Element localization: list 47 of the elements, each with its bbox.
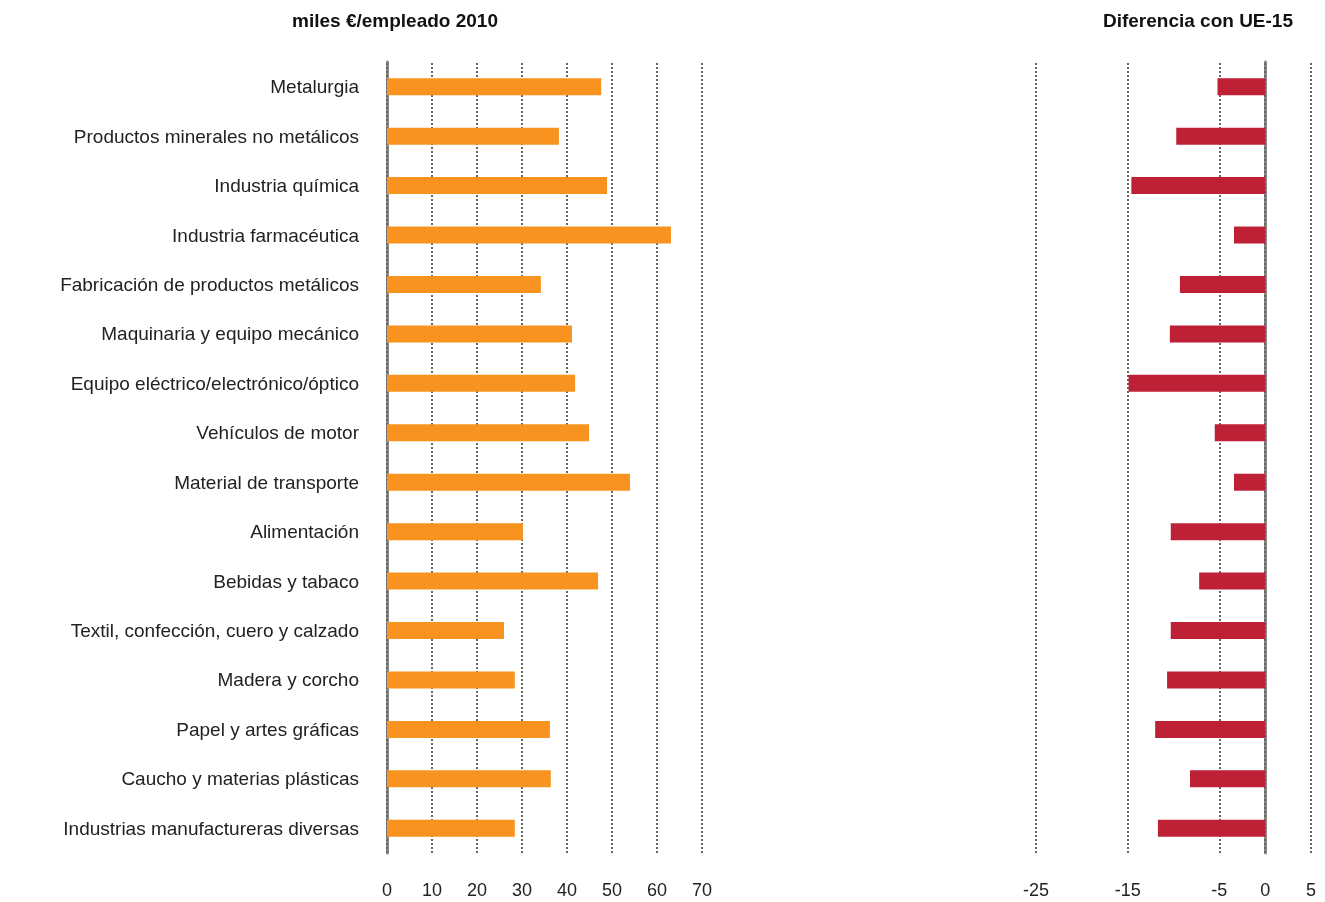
y-tick-label: Fabricación de productos metálicos <box>60 273 359 295</box>
bar <box>387 424 590 442</box>
y-tick-label: Industria farmacéutica <box>172 224 360 246</box>
x-tick-label: 20 <box>466 880 488 900</box>
bar <box>387 127 559 145</box>
y-tick-label: Material de transporte <box>174 471 359 493</box>
bar <box>387 770 551 788</box>
chart-title: miles €/empleado 2010 <box>292 10 498 31</box>
bar <box>387 523 523 541</box>
x-tick-label: 5 <box>1305 880 1317 900</box>
y-tick-label: Madera y corcho <box>217 669 359 691</box>
y-tick-label: Caucho y materias plásticas <box>121 768 359 790</box>
bar <box>387 720 550 738</box>
x-tick-label: -5 <box>1211 880 1228 900</box>
y-tick-label: Maquinaria y equipo mecánico <box>101 323 359 345</box>
x-tick-label: -25 <box>1022 880 1050 900</box>
x-tick-label: 60 <box>646 880 668 900</box>
bar <box>387 374 576 392</box>
y-tick-label: Bebidas y tabaco <box>213 570 359 592</box>
bar <box>387 78 602 96</box>
bar <box>387 819 515 837</box>
y-tick-label: Equipo eléctrico/electrónico/óptico <box>70 372 359 394</box>
x-tick-label: 50 <box>601 880 623 900</box>
bar <box>387 671 515 689</box>
x-tick-label: 70 <box>691 880 713 900</box>
x-tick-label: 10 <box>421 880 443 900</box>
x-tick-label: 0 <box>1260 880 1271 900</box>
x-tick-label: 0 <box>381 880 393 900</box>
bar <box>387 226 671 244</box>
bar <box>387 473 630 491</box>
x-tick-label: -15 <box>1114 880 1141 900</box>
bar <box>387 572 599 590</box>
y-tick-label: Industria química <box>214 175 360 197</box>
x-tick-label: 30 <box>511 880 533 900</box>
bar <box>387 622 504 640</box>
bar <box>387 275 541 293</box>
y-tick-label: Papel y artes gráficas <box>176 718 359 740</box>
bar <box>387 325 572 343</box>
chart-title: Diferencia con UE-15 <box>1102 10 1294 31</box>
y-tick-label: Productos minerales no metálicos <box>73 125 359 147</box>
y-tick-label: Metalurgia <box>270 76 360 98</box>
x-tick-label: 40 <box>556 880 578 900</box>
y-tick-label: Vehículos de motor <box>196 422 360 444</box>
y-tick-label: Textil, confección, cuero y calzado <box>70 620 359 642</box>
y-tick-label: Alimentación <box>250 521 359 543</box>
y-tick-label: Industrias manufactureras diversas <box>63 817 359 839</box>
bar <box>387 177 608 195</box>
